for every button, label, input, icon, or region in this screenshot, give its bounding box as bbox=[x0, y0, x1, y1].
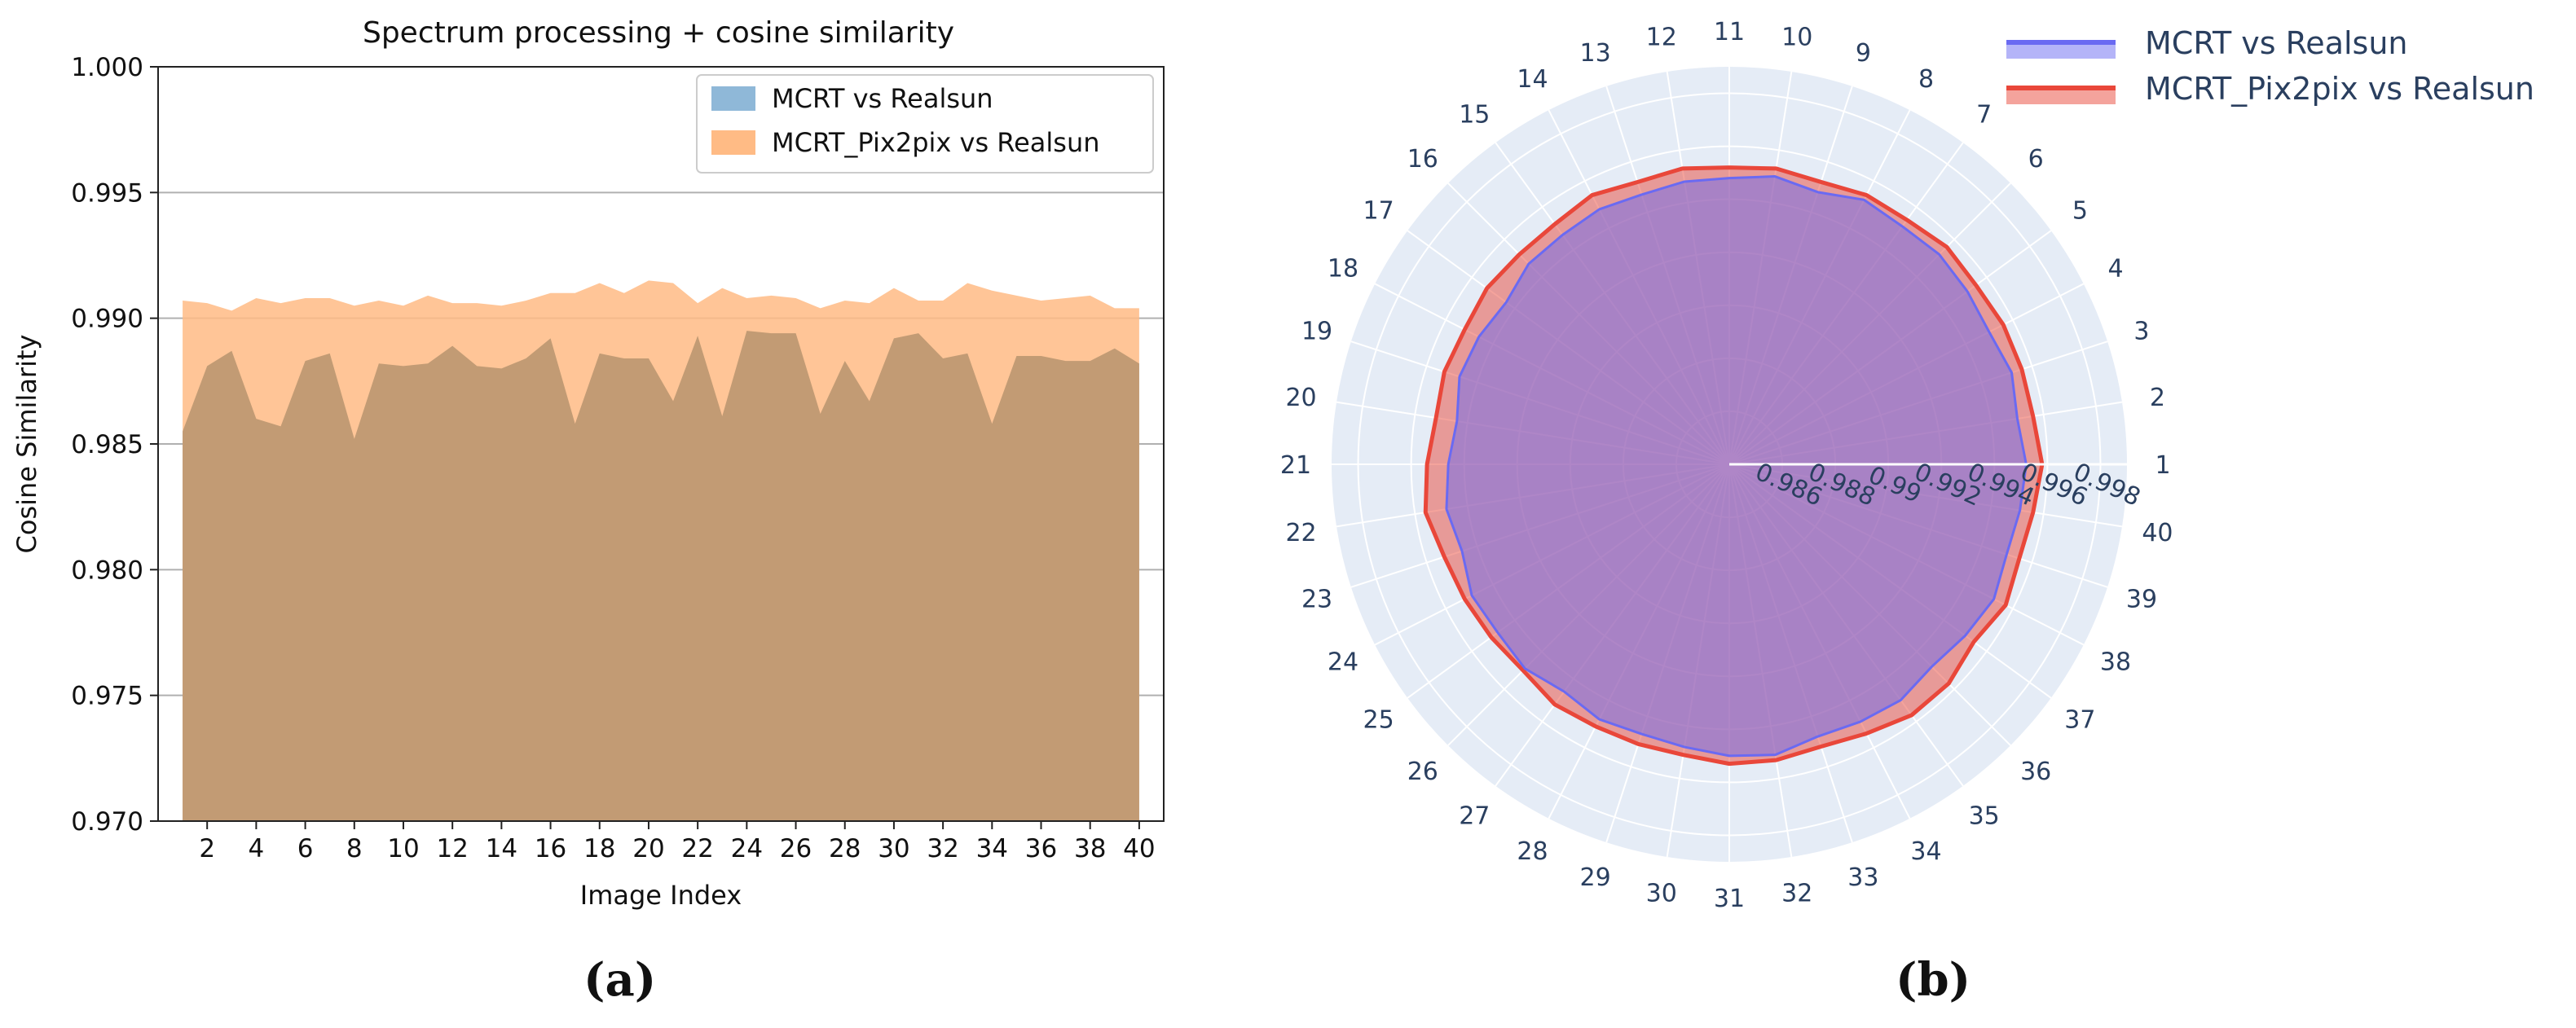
angular-label: 13 bbox=[1580, 39, 1611, 68]
x-tick-label: 26 bbox=[780, 834, 812, 863]
legend-fill-pix2pix bbox=[2006, 88, 2116, 104]
legend: MCRT vs Realsun MCRT_Pix2pix vs Realsun bbox=[696, 74, 1154, 174]
angular-label: 15 bbox=[1459, 101, 1490, 130]
angular-label: 23 bbox=[1301, 585, 1332, 613]
x-tick-label: 34 bbox=[976, 834, 1008, 863]
y-tick-label: 0.980 bbox=[71, 556, 143, 585]
angular-label: 2 bbox=[2150, 384, 2165, 412]
radar-polygon-mcrt bbox=[1445, 175, 2028, 758]
chart-title: Spectrum processing + cosine similarity bbox=[363, 16, 954, 50]
x-tick-label: 24 bbox=[731, 834, 763, 863]
angular-label: 7 bbox=[1976, 101, 1992, 130]
panel-label-b: (b) bbox=[1896, 953, 1971, 1007]
y-axis-label: Cosine Similarity bbox=[11, 335, 42, 554]
legend-label-mcrt: MCRT vs Realsun bbox=[772, 83, 993, 114]
angular-label: 10 bbox=[1781, 24, 1812, 52]
angular-label: 9 bbox=[1856, 39, 1871, 68]
legend-fill-mcrt bbox=[2006, 42, 2116, 59]
angular-label: 17 bbox=[1363, 196, 1394, 225]
legend-swatch-pix2pix bbox=[711, 130, 755, 155]
x-axis-label: Image Index bbox=[580, 880, 742, 911]
angular-label: 34 bbox=[1910, 837, 1941, 866]
angular-label: 36 bbox=[2020, 758, 2051, 786]
x-tick-label: 16 bbox=[535, 834, 566, 863]
angular-label: 3 bbox=[2133, 318, 2149, 346]
angular-label: 26 bbox=[1407, 758, 1438, 786]
angular-label: 12 bbox=[1646, 24, 1677, 52]
y-tick-label: 0.990 bbox=[71, 305, 143, 334]
angular-label: 5 bbox=[2072, 196, 2088, 225]
angular-label: 8 bbox=[1918, 65, 1934, 94]
area-chart: Spectrum processing + cosine similarity … bbox=[11, 16, 1165, 1007]
radar-series bbox=[1423, 165, 2045, 767]
angular-label: 32 bbox=[1781, 879, 1812, 907]
y-tick-label: 0.985 bbox=[71, 430, 143, 459]
x-tick-label: 6 bbox=[297, 834, 314, 863]
x-tick-label: 2 bbox=[199, 834, 215, 863]
angular-label: 31 bbox=[1714, 885, 1745, 913]
legend-box bbox=[696, 74, 1154, 174]
angular-label: 40 bbox=[2142, 519, 2173, 547]
legend-swatch-mcrt bbox=[711, 86, 755, 111]
angular-label: 22 bbox=[1285, 519, 1316, 547]
x-tick-label: 28 bbox=[829, 834, 861, 863]
legend-label-mcrt: MCRT vs Realsun bbox=[2145, 25, 2408, 61]
radar-legend: MCRT vs Realsun MCRT_Pix2pix vs Realsun bbox=[2006, 25, 2534, 107]
angular-label: 25 bbox=[1363, 706, 1394, 735]
angular-label: 24 bbox=[1328, 648, 1358, 677]
x-tick-label: 40 bbox=[1123, 834, 1155, 863]
angular-label: 27 bbox=[1459, 802, 1490, 830]
panel-label-a: (a) bbox=[583, 953, 656, 1007]
angular-label: 38 bbox=[2100, 648, 2131, 677]
angular-label: 33 bbox=[1847, 863, 1878, 892]
angular-label: 21 bbox=[1280, 451, 1311, 480]
angular-label: 30 bbox=[1646, 879, 1677, 907]
angular-label: 18 bbox=[1328, 254, 1358, 283]
x-tick-label: 4 bbox=[249, 834, 265, 863]
x-tick-label: 14 bbox=[486, 834, 517, 863]
x-tick-label: 36 bbox=[1025, 834, 1057, 863]
y-tick-label: 1.000 bbox=[71, 53, 143, 82]
legend-label-pix2pix: MCRT_Pix2pix vs Realsun bbox=[2145, 71, 2534, 107]
x-tick-label: 30 bbox=[878, 834, 909, 863]
angular-label: 14 bbox=[1517, 65, 1548, 94]
angular-label: 4 bbox=[2107, 254, 2123, 283]
angular-labels: 1234567891011121314151617181920212223242… bbox=[1280, 18, 2173, 913]
angular-label: 6 bbox=[2028, 145, 2044, 174]
angular-label: 28 bbox=[1517, 837, 1548, 866]
angular-label: 1 bbox=[2155, 451, 2170, 480]
x-tick-label: 12 bbox=[436, 834, 468, 863]
y-tick-label: 0.970 bbox=[71, 807, 143, 837]
x-tick-label: 38 bbox=[1074, 834, 1106, 863]
angular-label: 35 bbox=[1969, 802, 2000, 830]
area-overlap bbox=[183, 331, 1139, 822]
area-series bbox=[183, 280, 1139, 822]
angular-label: 11 bbox=[1714, 18, 1745, 46]
angular-label: 19 bbox=[1301, 318, 1332, 346]
x-tick-label: 22 bbox=[681, 834, 713, 863]
y-tick-label: 0.995 bbox=[71, 178, 143, 208]
x-tick-label: 10 bbox=[387, 834, 419, 863]
x-tick-label: 18 bbox=[583, 834, 615, 863]
angular-label: 39 bbox=[2126, 585, 2157, 613]
angular-label: 37 bbox=[2064, 706, 2095, 735]
x-tick-label: 8 bbox=[346, 834, 363, 863]
angular-label: 29 bbox=[1580, 863, 1611, 892]
y-tick-label: 0.975 bbox=[71, 682, 143, 711]
x-tick-label: 32 bbox=[927, 834, 958, 863]
legend-label-pix2pix: MCRT_Pix2pix vs Realsun bbox=[772, 127, 1100, 158]
x-tick-label: 20 bbox=[632, 834, 664, 863]
angular-label: 16 bbox=[1407, 145, 1438, 174]
y-axis-ticks: 0.970 0.975 0.980 0.985 0.990 0.995 1.000 bbox=[71, 53, 158, 837]
angular-label: 20 bbox=[1285, 384, 1316, 412]
x-axis-ticks: 2 4 6 8 10 12 14 16 18 20 22 24 26 28 30 32 34 36 38 40 bbox=[199, 821, 1156, 863]
